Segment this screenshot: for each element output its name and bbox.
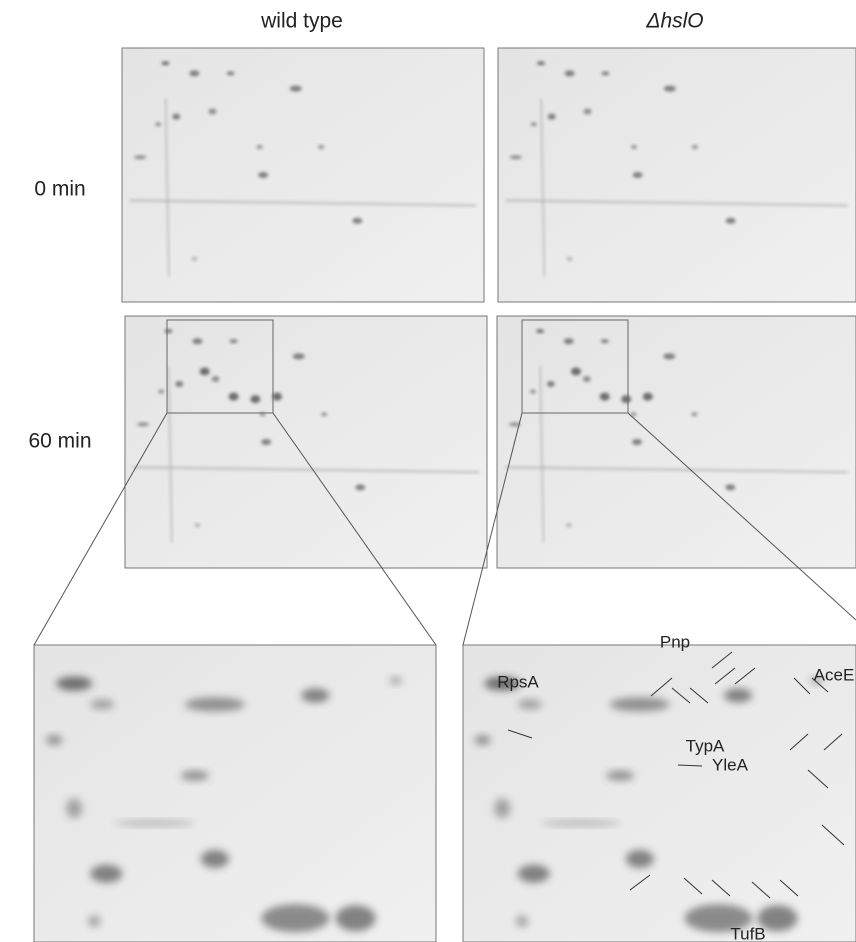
- gel-spot: [192, 338, 202, 344]
- gel-spot: [352, 218, 362, 224]
- row-label: 0 min: [34, 178, 85, 201]
- gel-panel: [497, 316, 856, 568]
- gel-spot: [584, 109, 592, 115]
- gel-spot: [227, 71, 235, 75]
- column-header: wild type: [260, 10, 343, 33]
- protein-label: Pnp: [660, 632, 690, 651]
- gel-spot: [137, 422, 149, 426]
- gel-spot: [115, 820, 195, 826]
- gel-spot: [601, 71, 609, 75]
- gel-panels: [34, 48, 856, 942]
- gel-spot: [631, 145, 637, 149]
- gel-spot: [88, 915, 100, 927]
- figure: wild type ΔhslO 0 min 60 min Pnp RpsA Ac…: [0, 0, 856, 942]
- zoom-panel: [34, 645, 436, 942]
- gel-spot: [161, 61, 169, 65]
- gel-spot: [201, 850, 229, 868]
- gel-spot: [46, 735, 62, 745]
- gel-spot: [643, 393, 653, 401]
- gel-spot: [724, 688, 752, 702]
- gel-spot: [632, 439, 642, 445]
- gel-spot: [56, 677, 92, 691]
- gel-spot: [390, 677, 402, 685]
- gel-spot: [290, 86, 302, 92]
- gel-spot: [621, 395, 631, 403]
- gel-spot: [536, 329, 544, 333]
- gel-spot: [185, 697, 245, 711]
- gel-spot: [692, 145, 698, 149]
- gel-spot: [494, 798, 510, 818]
- gel-spot: [90, 865, 122, 883]
- gel-spot: [164, 329, 172, 333]
- gel-spot: [663, 353, 675, 359]
- gel-spot: [518, 865, 550, 883]
- gel-spot: [530, 390, 536, 394]
- gel-spot: [261, 439, 271, 445]
- gel-spot: [321, 412, 327, 416]
- gel-panel: [125, 316, 487, 568]
- gel-spot: [601, 339, 609, 343]
- gel-spot: [155, 122, 161, 126]
- gel-spot: [293, 353, 305, 359]
- gel-spot: [258, 172, 268, 178]
- gel-spot: [510, 155, 522, 159]
- gel-spot: [261, 904, 329, 932]
- gel-spot: [600, 393, 610, 401]
- gel-spot: [610, 697, 670, 711]
- gel-spot: [516, 915, 528, 927]
- protein-label: TypA: [686, 736, 725, 755]
- gel-spot: [547, 381, 555, 387]
- gel-spot: [301, 688, 329, 702]
- gel-spot: [191, 257, 197, 261]
- gel-panel: [122, 48, 484, 302]
- gel-spot: [633, 172, 643, 178]
- gel-spot: [134, 155, 146, 159]
- gel-spot: [194, 523, 200, 527]
- gel-spot: [175, 381, 183, 387]
- gel-spot: [318, 145, 324, 149]
- gel-panel: [498, 48, 856, 302]
- protein-label: TufB: [730, 924, 765, 942]
- gel-spot: [158, 390, 164, 394]
- gel-spot: [181, 771, 209, 781]
- gel-spot: [229, 393, 239, 401]
- protein-label: AceE: [814, 665, 855, 684]
- gel-spot: [664, 86, 676, 92]
- gel-spot: [250, 395, 260, 403]
- column-header: ΔhslO: [645, 10, 703, 33]
- protein-label: RpsA: [497, 672, 539, 691]
- row-label: 60 min: [28, 430, 91, 453]
- gel-spot: [548, 114, 556, 120]
- gel-spot: [626, 850, 654, 868]
- gel-spot: [66, 798, 82, 818]
- gel-spot: [272, 393, 282, 401]
- gel-spot: [571, 367, 581, 375]
- gel-spot: [336, 905, 376, 931]
- gel-spot: [90, 699, 114, 709]
- gel-spot: [230, 339, 238, 343]
- gel-spot: [725, 484, 735, 490]
- gel-spot: [541, 820, 621, 826]
- gel-spot: [691, 412, 697, 416]
- gel-spot: [531, 122, 537, 126]
- gel-spot: [257, 145, 263, 149]
- gel-spot: [566, 523, 572, 527]
- gel-spot: [475, 735, 491, 745]
- gel-spot: [209, 109, 217, 115]
- gel-spot: [726, 218, 736, 224]
- gel-spot: [565, 70, 575, 76]
- gel-spot: [212, 376, 220, 382]
- gel-spot: [606, 771, 634, 781]
- gel-spot: [518, 699, 542, 709]
- gel-spot: [564, 338, 574, 344]
- gel-spot: [567, 257, 573, 261]
- gel-spot: [200, 367, 210, 375]
- gel-spot: [189, 70, 199, 76]
- gel-spot: [172, 114, 180, 120]
- gel-spot: [355, 484, 365, 490]
- gel-spot: [583, 376, 591, 382]
- gel-spot: [537, 61, 545, 65]
- protein-label: YleA: [712, 755, 749, 774]
